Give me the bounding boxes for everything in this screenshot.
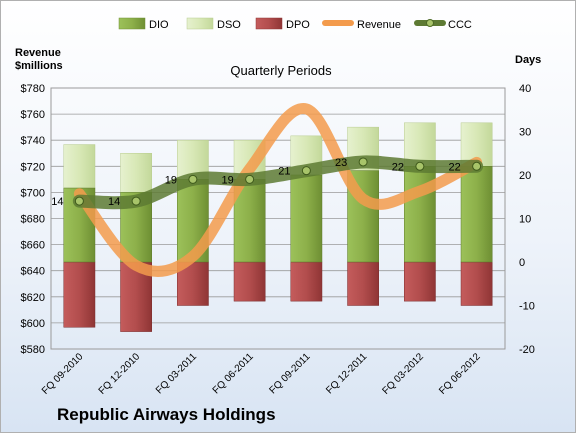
left-tick-label: $640 (21, 266, 45, 278)
left-axis-label-line1: Revenue (15, 47, 61, 59)
ccc-point (472, 161, 482, 171)
dio-bar (404, 166, 436, 263)
legend-swatch-dio (118, 17, 146, 30)
ccc-point (245, 174, 255, 184)
ccc-point (415, 161, 425, 171)
legend-label-dpo: DPO (286, 19, 310, 31)
x-tick-label: FQ 03-2011 (154, 351, 199, 396)
legend-swatch-dso (186, 17, 214, 30)
ccc-data-label: 14 (108, 196, 120, 208)
right-tick-label: 10 (519, 214, 531, 226)
legend-swatch-dpo (255, 17, 283, 30)
company-name: Republic Airways Holdings (57, 405, 276, 424)
dpo-bar (63, 261, 96, 328)
left-axis-label-line2: $millions (15, 60, 63, 72)
chart-title: Quarterly Periods (230, 63, 332, 78)
ccc-data-label: 22 (449, 161, 461, 173)
ccc-point (358, 157, 368, 167)
x-tick-label: FQ 12-2011 (324, 351, 369, 396)
dpo-bar (460, 261, 493, 306)
left-tick-label: $620 (21, 292, 45, 304)
left-tick-label: $760 (21, 109, 45, 121)
left-tick-label: $780 (21, 83, 45, 95)
dio-bar (290, 174, 323, 263)
bars (63, 122, 493, 332)
dso-bar (120, 153, 152, 193)
legend: DIO DSO DPO Revenue CCC (118, 17, 472, 31)
legend-label-dso: DSO (217, 19, 241, 31)
legend-label-ccc: CCC (448, 19, 472, 31)
left-tick-label: $580 (21, 344, 45, 356)
ccc-data-label: 19 (165, 174, 177, 186)
ccc-data-label: 19 (222, 174, 234, 186)
x-tick-label: FQ 06-2011 (211, 351, 256, 396)
ccc-point (74, 196, 84, 206)
right-tick-label: 30 (519, 127, 531, 139)
dpo-bar (404, 261, 436, 302)
dpo-bar (347, 261, 379, 306)
x-tick-label: FQ 03-2012 (380, 351, 426, 397)
dso-bar (63, 144, 96, 189)
right-tick-label: -20 (519, 344, 535, 356)
left-tick-label: $740 (21, 135, 45, 147)
dpo-bar (233, 261, 266, 302)
right-axis: -20 -10 0 10 20 30 40 (519, 83, 535, 356)
ccc-point (188, 174, 198, 184)
x-axis: FQ 09-2010 FQ 12-2010 FQ 03-2011 FQ 06-2011… (40, 351, 483, 397)
right-tick-label: 40 (519, 83, 531, 95)
right-tick-label: 20 (519, 170, 531, 182)
left-tick-label: $700 (21, 187, 45, 199)
left-axis: $580 $600 $620 $640 $660 $680 $700 $720 $740 $760… (21, 83, 45, 356)
ccc-data-label: 14 (51, 196, 63, 208)
legend-label-dio: DIO (149, 19, 169, 31)
ccc-data-label: 23 (335, 157, 347, 169)
right-tick-label: 0 (519, 257, 525, 269)
revenue-line (73, 103, 483, 277)
left-tick-label: $660 (21, 240, 45, 252)
ccc-point (131, 196, 141, 206)
x-tick-label: FQ 09-2011 (268, 351, 313, 396)
right-tick-label: -10 (519, 301, 535, 313)
legend-label-revenue: Revenue (357, 19, 401, 31)
x-tick-label: FQ 09-2010 (40, 351, 86, 397)
lines: 14 14 19 19 21 23 22 22 (51, 103, 484, 277)
dpo-bar (290, 261, 323, 302)
ccc-data-label: 21 (278, 166, 290, 178)
dio-bar (460, 166, 493, 263)
left-tick-label: $600 (21, 318, 45, 330)
right-axis-label: Days (515, 54, 541, 66)
legend-swatch-ccc-marker (426, 19, 434, 27)
ccc-point (301, 166, 311, 176)
x-tick-label: FQ 06-2012 (437, 351, 483, 397)
left-tick-label: $680 (21, 214, 45, 226)
ccc-line (72, 155, 484, 210)
ccc-data-label: 22 (392, 161, 404, 173)
left-tick-label: $720 (21, 161, 45, 173)
x-tick-label: FQ 12-2010 (97, 351, 143, 397)
